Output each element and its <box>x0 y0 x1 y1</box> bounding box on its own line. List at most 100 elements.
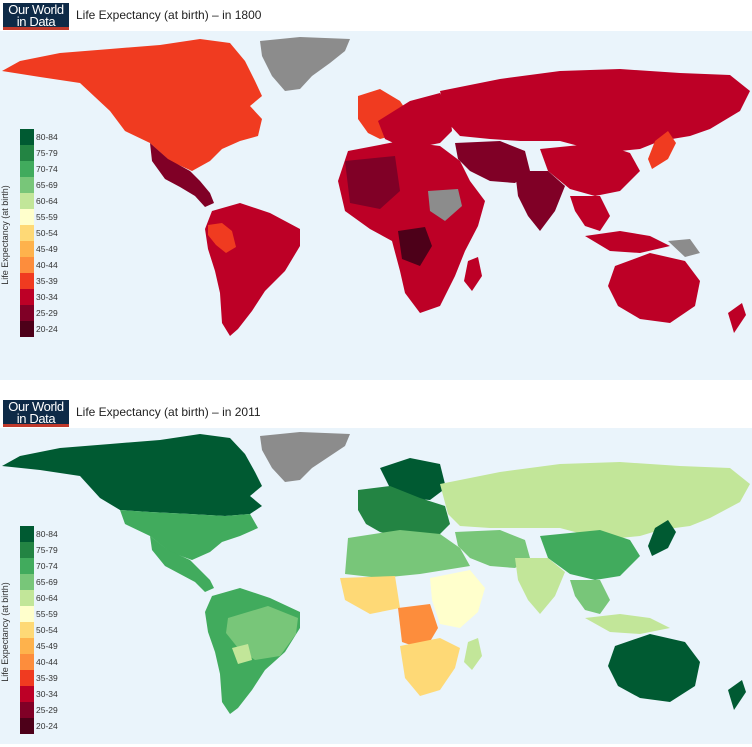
legend-swatch <box>20 542 34 558</box>
legend-swatch <box>20 702 34 718</box>
legend-item: 20-24 <box>20 718 68 734</box>
legend-swatch <box>20 129 34 145</box>
legend-item: 55-59 <box>20 209 68 225</box>
map-panel-1800: Our World in Data Life Expectancy (at bi… <box>0 0 752 380</box>
legend-swatch <box>20 257 34 273</box>
legend-item: 45-49 <box>20 638 68 654</box>
legend-title: Life Expectancy (at birth) <box>0 582 10 682</box>
legend-item: 80-84 <box>20 526 68 542</box>
legend-item: 35-39 <box>20 670 68 686</box>
region-australia[interactable] <box>608 634 700 702</box>
region-russia-asia[interactable] <box>440 69 750 151</box>
legend-item: 60-64 <box>20 590 68 606</box>
region-new-zealand[interactable] <box>728 303 746 333</box>
legend-swatch <box>20 590 34 606</box>
region-greenland[interactable] <box>260 432 350 482</box>
region-china[interactable] <box>540 143 640 196</box>
legend-item: 40-44 <box>20 257 68 273</box>
region-north-africa[interactable] <box>345 530 470 578</box>
region-mexico-central-america[interactable] <box>150 143 214 207</box>
legend-swatch <box>20 574 34 590</box>
logo-line-1: Our World <box>8 2 64 17</box>
legend-swatch <box>20 209 34 225</box>
legend-item: 30-34 <box>20 289 68 305</box>
region-bolivia[interactable] <box>232 644 252 664</box>
legend-swatch <box>20 321 34 337</box>
region-middle-east[interactable] <box>455 141 530 183</box>
logo-line-1: Our World <box>8 399 64 414</box>
world-map[interactable]: Life Expectancy (at birth) 80-84 75-79 7… <box>0 31 752 380</box>
legend: Life Expectancy (at birth) 80-84 75-79 7… <box>0 129 68 339</box>
legend-item: 45-49 <box>20 241 68 257</box>
region-indonesia[interactable] <box>585 231 670 253</box>
region-india[interactable] <box>515 171 565 231</box>
region-madagascar[interactable] <box>464 257 482 291</box>
legend-swatch <box>20 558 34 574</box>
region-greenland[interactable] <box>260 37 350 91</box>
region-new-guinea[interactable] <box>668 239 700 257</box>
region-ethiopia[interactable] <box>428 189 462 221</box>
panel-header: Our World in Data Life Expectancy (at bi… <box>0 0 752 30</box>
region-southeast-asia[interactable] <box>570 196 610 231</box>
legend-item: 50-54 <box>20 622 68 638</box>
region-central-africa[interactable] <box>398 227 432 266</box>
region-japan[interactable] <box>648 131 676 169</box>
region-canada[interactable] <box>2 434 262 516</box>
region-europe[interactable] <box>358 486 450 538</box>
map-title: Life Expectancy (at birth) – in 1800 <box>76 8 262 22</box>
legend-swatch <box>20 241 34 257</box>
region-europe[interactable] <box>378 93 452 147</box>
legend-swatch <box>20 177 34 193</box>
legend-swatch <box>20 670 34 686</box>
legend-item: 65-69 <box>20 177 68 193</box>
legend-item: 50-54 <box>20 225 68 241</box>
region-india[interactable] <box>515 558 565 614</box>
legend-item: 20-24 <box>20 321 68 337</box>
legend-title: Life Expectancy (at birth) <box>0 185 10 285</box>
region-china[interactable] <box>540 530 640 580</box>
world-map-svg <box>2 37 750 336</box>
region-sahara-west[interactable] <box>345 156 400 209</box>
region-peru[interactable] <box>208 223 236 253</box>
legend-item: 80-84 <box>20 129 68 145</box>
legend-swatch <box>20 654 34 670</box>
map-panel-2011: Our World in Data Life Expectancy (at bi… <box>0 397 752 747</box>
region-australia[interactable] <box>608 253 700 323</box>
region-central-africa[interactable] <box>398 604 438 650</box>
region-north-america[interactable] <box>120 510 258 560</box>
region-indonesia[interactable] <box>585 614 670 634</box>
region-russia-asia[interactable] <box>440 462 750 538</box>
region-japan[interactable] <box>648 520 676 556</box>
legend-item: 30-34 <box>20 686 68 702</box>
legend-item: 70-74 <box>20 161 68 177</box>
region-north-america[interactable] <box>2 39 262 171</box>
region-southeast-asia[interactable] <box>570 580 610 614</box>
legend-swatch <box>20 145 34 161</box>
legend-swatch <box>20 638 34 654</box>
region-new-zealand[interactable] <box>728 680 746 710</box>
region-east-africa[interactable] <box>430 570 485 628</box>
legend-swatch <box>20 273 34 289</box>
region-madagascar[interactable] <box>464 638 482 670</box>
region-southern-africa[interactable] <box>400 638 460 696</box>
legend-swatch <box>20 686 34 702</box>
legend-swatch <box>20 289 34 305</box>
legend-swatch <box>20 193 34 209</box>
legend-item: 75-79 <box>20 542 68 558</box>
owid-logo[interactable]: Our World in Data <box>3 400 69 427</box>
world-map-svg <box>2 432 750 714</box>
legend-swatch <box>20 305 34 321</box>
region-south-america[interactable] <box>205 203 300 336</box>
logo-line-2: in Data <box>16 411 56 426</box>
panel-header: Our World in Data Life Expectancy (at bi… <box>0 397 752 427</box>
region-mexico-central-america[interactable] <box>150 536 214 592</box>
owid-logo[interactable]: Our World in Data <box>3 3 69 30</box>
region-middle-east[interactable] <box>455 530 530 568</box>
legend-item: 75-79 <box>20 145 68 161</box>
legend-swatch <box>20 526 34 542</box>
legend-item: 25-29 <box>20 305 68 321</box>
legend-swatch <box>20 718 34 734</box>
region-west-africa[interactable] <box>340 576 400 614</box>
legend-swatch <box>20 606 34 622</box>
world-map[interactable]: Life Expectancy (at birth) 80-84 75-79 7… <box>0 428 752 744</box>
